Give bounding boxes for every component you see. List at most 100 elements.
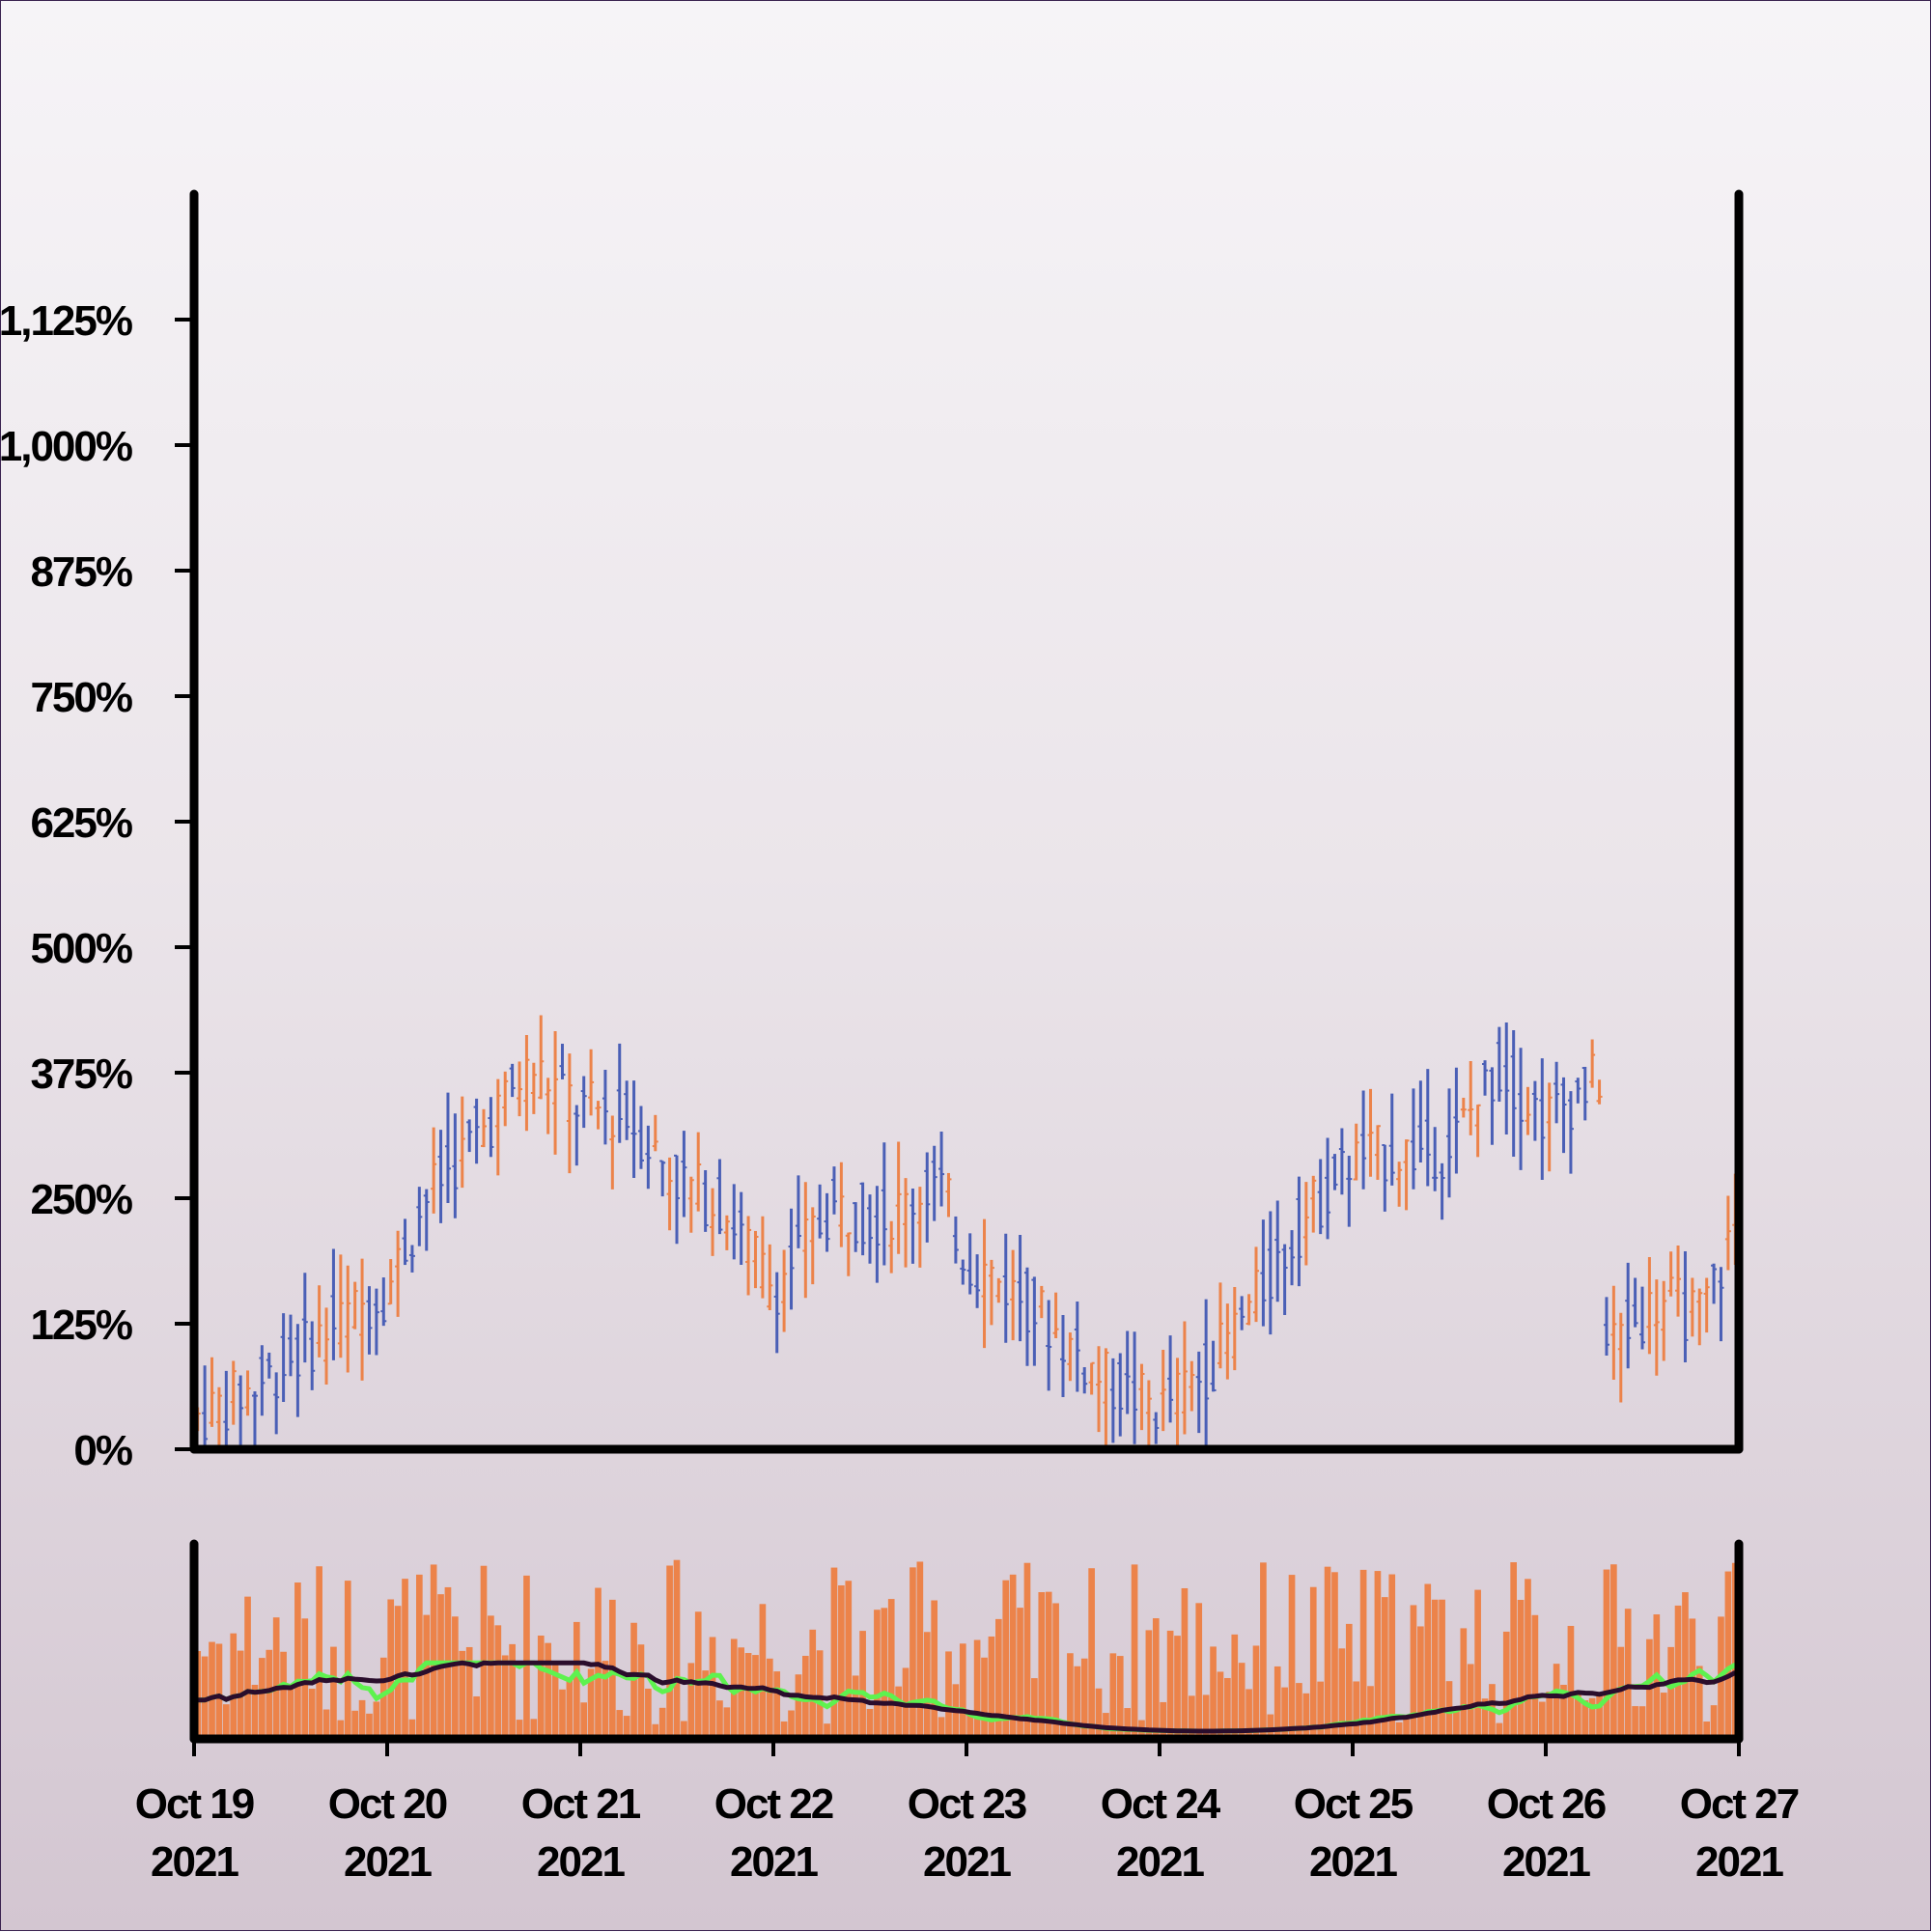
volume-bar [523,1575,530,1739]
volume-bar [423,1614,431,1739]
ohlc-bar-down [1567,1091,1574,1174]
ohlc-bar-down [309,1321,316,1390]
ohlc-bar-down [273,1372,280,1435]
ohlc-bar-down [280,1313,287,1402]
ohlc-bar-down [1002,1233,1009,1343]
ohlc-bar-up [1174,1358,1181,1449]
volume-bar [945,1651,952,1739]
ohlc-bar-up [595,1101,602,1130]
ohlc-bar-down [1267,1211,1273,1335]
ohlc-bar-up [1374,1125,1381,1180]
ohlc-bar-down [294,1324,301,1417]
ohlc-bar-up [1617,1312,1624,1403]
ohlc-bar-up [1088,1361,1095,1395]
x-tick-label-date: Oct 27 [1680,1780,1799,1828]
volume-bar [344,1581,351,1739]
volume-bar [1224,1677,1231,1739]
ohlc-bar-up [1145,1380,1152,1449]
ohlc-bar-down [1539,1058,1546,1181]
ohlc-bar-down [874,1186,881,1283]
ohlc-bar-down [830,1166,837,1215]
ohlc-bar-up [1038,1285,1045,1319]
ohlc-bar-down [645,1125,652,1190]
ohlc-bar-down [966,1233,973,1295]
volume-bar [716,1700,723,1739]
volume-bar [1403,1716,1410,1739]
ohlc-bar-down [580,1076,587,1129]
ohlc-bar-down [795,1175,801,1248]
ohlc-bar-down [423,1189,430,1251]
ohlc-bar-down [1553,1061,1560,1124]
volume-bar [1067,1653,1074,1739]
volume-bar [209,1641,215,1739]
ohlc-bar-down [238,1375,244,1449]
volume-bar [1296,1683,1302,1739]
volume-bar [1439,1599,1445,1739]
volume-bar [402,1579,408,1739]
ohlc-bar-up [752,1230,759,1289]
volume-bar [702,1670,709,1739]
volume-bar [1210,1646,1217,1739]
volume-bar [230,1633,238,1739]
ohlc-bar-down [1060,1314,1066,1398]
ohlc-bar-down [223,1370,230,1449]
ohlc-bar-down [788,1208,795,1310]
ohlc-bar-up [759,1216,766,1299]
volume-bar [1553,1664,1560,1739]
volume-bar [1703,1721,1710,1739]
ohlc-bar-down [473,1098,480,1164]
volume-bar [623,1716,630,1739]
volume-bar [379,1657,387,1739]
volume-bar [602,1661,609,1739]
ohlc-bar-down [1718,1267,1724,1342]
ohlc-bar-up [802,1182,809,1299]
x-tick-label-date: Oct 19 [135,1780,254,1828]
ohlc-bar-down [437,1130,444,1223]
ohlc-bar-up [337,1254,344,1358]
volume-bar [816,1650,824,1739]
volume-bar [408,1719,416,1739]
volume-bar [1152,1618,1160,1739]
volume-bar [545,1642,551,1739]
ohlc-bar-up [387,1259,394,1305]
ohlc-bar-up [723,1215,730,1250]
volume-bar [824,1723,830,1739]
ohlc-bar-down [259,1345,266,1416]
ohlc-bar-down [1446,1088,1452,1198]
ohlc-bar-down [731,1184,738,1260]
ohlc-bar-down [1439,1162,1445,1220]
volume-bar [673,1559,681,1739]
volume-bar [1281,1687,1288,1739]
volume-bar [966,1712,974,1739]
ohlc-bar-up [244,1370,251,1416]
volume-bar [215,1643,223,1739]
ohlc-bar-down [1639,1286,1645,1350]
volume-bar [1638,1706,1646,1739]
volume-bar [1160,1701,1167,1739]
volume-bar [1395,1722,1403,1739]
ohlc-bar-up [1667,1251,1674,1297]
volume-bar [759,1604,767,1739]
ohlc-bar-up [1468,1061,1474,1135]
ohlc-bar-down [559,1044,566,1079]
volume-bar [738,1647,744,1739]
volume-bar [573,1621,580,1739]
ohlc-bar-down [1603,1297,1609,1356]
volume-bar [1724,1571,1732,1739]
ohlc-bar-up [530,1062,537,1114]
ohlc-bar-up [502,1071,509,1127]
x-tick-label-year: 2021 [1309,1838,1397,1886]
ohlc-bar-up [1589,1039,1596,1088]
volume-bar [910,1567,916,1739]
x-tick-label-date: Oct 23 [908,1780,1026,1828]
volume-bar [1353,1681,1360,1739]
ohlc-bar-up [1353,1123,1359,1181]
ohlc-bar-up [916,1187,923,1268]
volume-bar [337,1720,345,1739]
volume-bar [652,1723,659,1739]
ohlc-bar-up [609,1115,616,1190]
volume-bar [1109,1653,1117,1739]
ohlc-bar-down [1023,1267,1030,1366]
ohlc-bar-up [710,1188,716,1256]
volume-bar [1538,1701,1546,1739]
